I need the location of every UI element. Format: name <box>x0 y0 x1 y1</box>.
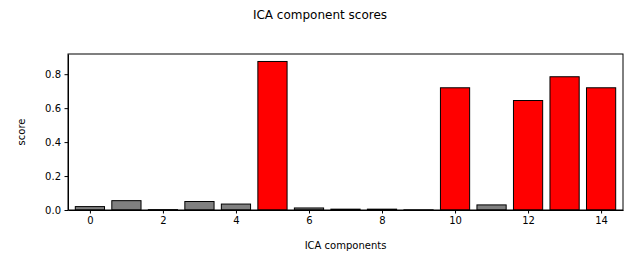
x-tick-label: 2 <box>160 215 166 226</box>
y-axis-line <box>68 55 69 211</box>
bar <box>221 204 250 210</box>
bar <box>112 201 141 210</box>
x-tick-mark <box>601 210 602 214</box>
x-tick-mark <box>382 210 383 214</box>
x-tick-label: 6 <box>306 215 312 226</box>
x-tick: 6 <box>306 210 312 226</box>
x-tick-mark <box>309 210 310 214</box>
title: ICA component scores <box>253 8 387 22</box>
y-tick-mark <box>65 210 69 211</box>
y-tick: 0.6 <box>45 103 68 114</box>
x-tick-label: 12 <box>522 215 535 226</box>
x-axis-title: ICA components <box>305 240 387 251</box>
x-tick-mark <box>163 210 164 214</box>
x-tick-label: 0 <box>87 215 93 226</box>
y-tick-label: 0.2 <box>45 171 61 182</box>
bar <box>258 61 287 210</box>
bar <box>477 205 506 210</box>
x-tick-mark <box>90 210 91 214</box>
x-tick-label: 4 <box>233 215 239 226</box>
x-tick-mark <box>528 210 529 214</box>
y-tick: 0.0 <box>45 205 68 216</box>
frame <box>68 54 623 210</box>
x-tick-label: 8 <box>379 215 385 226</box>
y-tick-label: 0.6 <box>45 103 61 114</box>
x-tick: 8 <box>379 210 385 226</box>
y-tick-mark <box>65 176 69 177</box>
plot-area: 0 2 4 6 8 10 12 14 0.0 0.2 0.4 0.6 0.8 <box>45 54 623 226</box>
y-tick-mark <box>65 142 69 143</box>
x-tick: 2 <box>160 210 166 226</box>
x-tick-label: 10 <box>449 215 462 226</box>
x-tick-label: 14 <box>595 215 608 226</box>
x-tick: 12 <box>522 210 535 226</box>
x-axis-line <box>69 210 624 211</box>
y-axis-title: score <box>16 119 27 146</box>
x-tick-mark <box>455 210 456 214</box>
bar <box>185 202 214 210</box>
y-tick: 0.8 <box>45 69 68 80</box>
chart: 0 2 4 6 8 10 12 14 0.0 0.2 0.4 0.6 0.8 ICA component … <box>0 0 640 270</box>
y-tick-mark <box>65 74 69 75</box>
bar <box>440 88 469 210</box>
y-tick: 0.2 <box>45 171 68 182</box>
x-tick: 10 <box>449 210 462 226</box>
x-tick: 0 <box>87 210 93 226</box>
x-tick: 14 <box>595 210 608 226</box>
bar <box>513 101 542 210</box>
y-tick-mark <box>65 108 69 109</box>
x-tick: 4 <box>233 210 239 226</box>
x-tick-mark <box>236 210 237 214</box>
y-axis: 0.0 0.2 0.4 0.6 0.8 <box>45 55 68 216</box>
y-tick-label: 0.0 <box>45 205 61 216</box>
x-axis: 0 2 4 6 8 10 12 14 <box>69 210 624 226</box>
y-tick-label: 0.4 <box>45 137 61 148</box>
bar <box>75 207 104 210</box>
y-tick: 0.4 <box>45 137 68 148</box>
bars <box>75 61 615 210</box>
bar <box>550 77 579 210</box>
y-tick-label: 0.8 <box>45 69 61 80</box>
bar <box>586 88 615 210</box>
